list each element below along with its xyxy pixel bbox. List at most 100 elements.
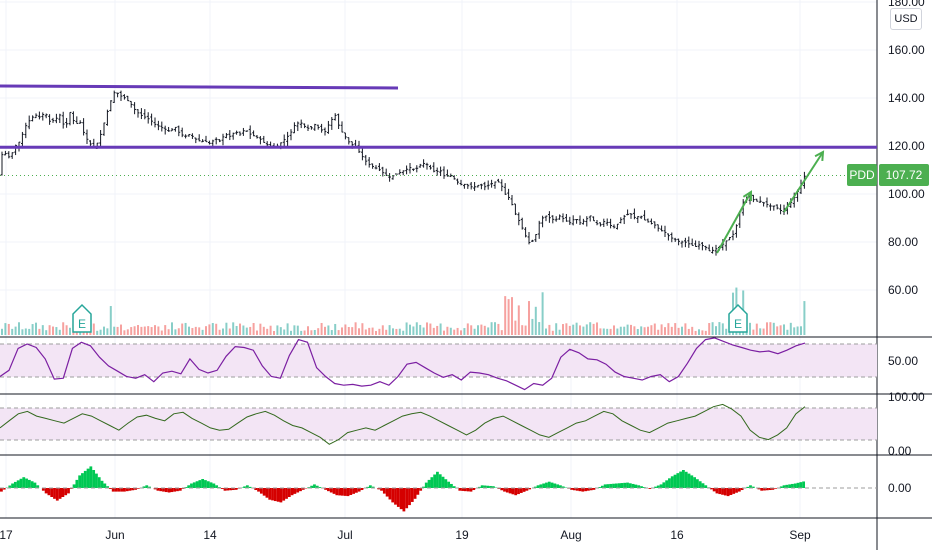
momentum-bar: [301, 488, 305, 490]
volume-bar: [381, 325, 384, 335]
momentum-bar: [405, 488, 409, 509]
momentum-bar: [290, 488, 294, 496]
momentum-bar: [259, 488, 263, 494]
momentum-bar: [58, 488, 62, 499]
volume-bar: [800, 326, 802, 335]
momentum-bar: [586, 488, 590, 491]
momentum-bar: [343, 488, 347, 496]
volume-bars: [1, 287, 806, 335]
volume-bar: [599, 328, 602, 335]
volume-bar: [725, 328, 728, 335]
volume-bar: [337, 330, 340, 335]
momentum-bar: [396, 488, 400, 507]
volume-bar: [473, 328, 476, 335]
momentum-bar: [296, 488, 300, 493]
volume-bar: [670, 326, 673, 335]
momentum-bar: [198, 480, 202, 488]
volume-bar: [514, 320, 517, 335]
time-tick-label: 16: [670, 528, 684, 542]
momentum-bar: [335, 488, 339, 496]
last-price-tag: 107.72: [879, 164, 929, 186]
volume-bar: [164, 325, 167, 335]
volume-bar: [310, 330, 313, 335]
volume-bar: [762, 328, 765, 335]
momentum-bar: [2, 488, 6, 490]
momentum-bar: [271, 488, 274, 501]
volume-bar: [235, 325, 238, 335]
volume-bar: [504, 296, 507, 335]
volume-bar: [579, 325, 581, 335]
volume-bar: [551, 330, 554, 335]
volume-bar: [667, 323, 670, 335]
volume-bar: [460, 330, 462, 335]
volume-bar: [330, 330, 333, 335]
volume-bar: [698, 329, 700, 335]
volume-bar: [497, 323, 500, 335]
volume-bar: [14, 326, 17, 335]
currency-label[interactable]: USD: [890, 8, 922, 30]
momentum-bar: [575, 488, 579, 491]
volume-bar: [592, 323, 595, 335]
momentum-bar: [61, 488, 65, 497]
momentum-bar: [553, 483, 557, 488]
volume-bar: [1, 328, 3, 335]
projection-arrows[interactable]: [716, 150, 825, 254]
volume-bar: [28, 328, 31, 335]
volume-bar: [266, 328, 269, 335]
volume-bar: [541, 292, 544, 335]
volume-bar: [704, 330, 707, 335]
volume-bar: [324, 326, 326, 335]
volume-bar: [205, 326, 207, 335]
momentum-bar: [190, 483, 193, 488]
volume-bar: [477, 325, 479, 335]
momentum-bar: [282, 488, 286, 501]
volume-bar: [303, 330, 306, 335]
momentum-bar: [573, 488, 576, 491]
momentum-bar: [388, 488, 392, 500]
volume-bar: [368, 327, 371, 335]
momentum-bar: [427, 479, 431, 488]
volume-bar: [776, 326, 779, 335]
momentum-bar: [391, 488, 395, 503]
volume-bar: [568, 325, 571, 335]
momentum-bar: [528, 488, 532, 490]
momentum-bar: [774, 488, 778, 489]
momentum-bar: [36, 485, 40, 488]
momentum-bar: [354, 488, 358, 493]
volume-bar: [636, 328, 639, 335]
momentum-bar: [592, 488, 596, 490]
time-tick-label: 19: [455, 528, 469, 542]
volume-bar: [313, 329, 316, 335]
volume-bar: [653, 323, 656, 335]
momentum-bar: [517, 488, 520, 495]
volume-bar: [494, 322, 496, 335]
volume-bar: [466, 323, 469, 335]
volume-bar: [793, 327, 796, 335]
momentum-bar: [469, 488, 473, 492]
volume-bar: [687, 328, 690, 335]
momentum-bar: [500, 488, 504, 491]
time-tick-label: Jul: [337, 528, 352, 542]
trendline-resistance[interactable]: [0, 84, 399, 90]
volume-bar: [300, 330, 303, 335]
momentum-bar: [746, 486, 750, 488]
volume-bar: [55, 327, 58, 335]
momentum-bar: [648, 488, 652, 489]
momentum-bar: [782, 485, 786, 488]
volume-bar: [140, 326, 143, 335]
momentum-bar: [128, 488, 132, 491]
time-tick-label: Jun: [105, 528, 124, 542]
momentum-bar: [30, 481, 34, 488]
price-tick-label: 80.00: [888, 235, 918, 249]
volume-bar: [38, 328, 41, 335]
momentum-bar: [673, 474, 677, 488]
momentum-bar: [380, 488, 383, 491]
momentum-bar: [276, 488, 280, 502]
momentum-bar: [287, 488, 291, 497]
momentum-bar: [178, 488, 182, 491]
momentum-bar: [561, 486, 565, 488]
momentum-bar: [450, 483, 453, 488]
momentum-bar: [603, 484, 607, 488]
